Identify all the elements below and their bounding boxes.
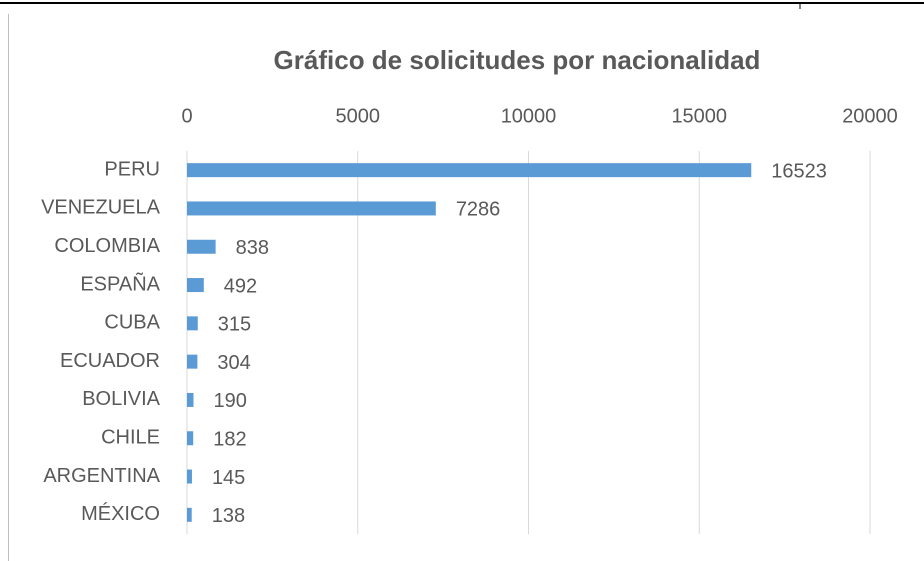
- y-tick-label: COLOMBIA: [54, 235, 160, 257]
- data-label: 315: [218, 314, 251, 336]
- data-label: 145: [212, 467, 245, 489]
- data-label: 7286: [456, 199, 501, 221]
- data-label: 138: [212, 505, 245, 527]
- data-label: 182: [213, 429, 246, 451]
- x-tick-label: 15000: [671, 105, 727, 127]
- bar: [187, 354, 198, 369]
- x-tick-label: 10000: [501, 105, 557, 127]
- data-label: 16523: [771, 160, 827, 182]
- bar: [187, 316, 198, 331]
- y-tick-label: ARGENTINA: [43, 465, 160, 487]
- bar: [187, 163, 752, 178]
- chart-title: Gráfico de solicitudes por nacionalidad: [274, 45, 761, 75]
- bar: [187, 201, 436, 216]
- y-tick-label: CUBA: [104, 312, 160, 334]
- bar: [187, 431, 194, 446]
- data-label: 838: [236, 237, 269, 259]
- y-tick-label: PERU: [104, 158, 160, 180]
- x-tick-label: 0: [181, 105, 192, 127]
- bar: [187, 239, 216, 254]
- x-tick-label: 20000: [842, 105, 898, 127]
- y-tick-label: BOLIVIA: [82, 388, 160, 410]
- data-label: 190: [213, 390, 246, 412]
- y-tick-label: ESPAÑA: [80, 271, 160, 295]
- bar: [187, 392, 194, 407]
- bar: [187, 507, 192, 522]
- y-tick-label: VENEZUELA: [41, 197, 161, 219]
- bar: [187, 469, 192, 484]
- data-label: 492: [224, 275, 257, 297]
- data-label: 304: [217, 352, 250, 374]
- y-tick-label: ECUADOR: [60, 350, 160, 372]
- x-tick-label: 5000: [336, 105, 381, 127]
- y-tick-label: CHILE: [101, 427, 160, 449]
- y-tick-label: MÉXICO: [81, 502, 160, 525]
- bar: [187, 278, 204, 293]
